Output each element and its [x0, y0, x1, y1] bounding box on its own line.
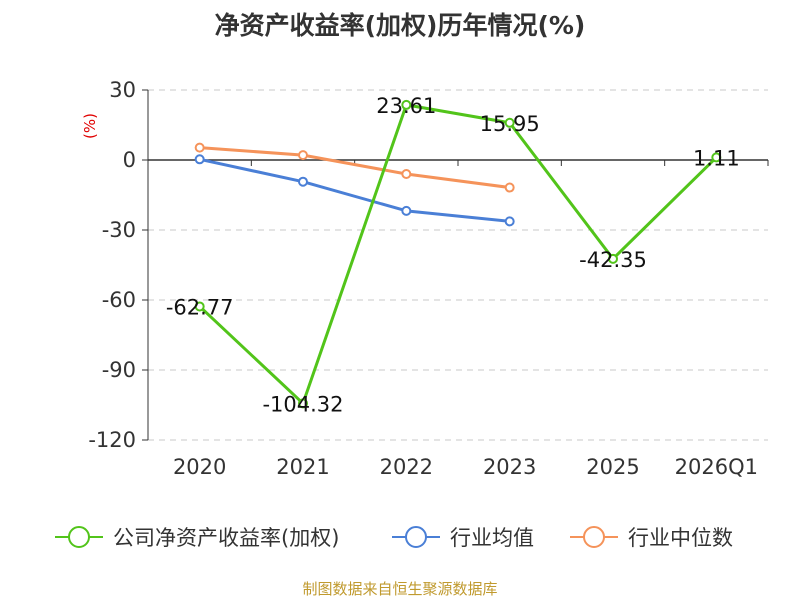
legend-label: 行业均值: [450, 526, 534, 550]
axes: 30 0 -30 -60 -90 -120 2020 2021 2022 2023 2025 2026…: [88, 78, 769, 479]
data-labels: -62.77 -104.32 23.61 15.95 -42.35 1.11: [166, 94, 740, 417]
data-label: 1.11: [693, 146, 740, 170]
legend-label: 行业中位数: [628, 526, 733, 550]
x-tick-label: 2023: [483, 455, 536, 479]
x-tick-label: 2026Q1: [675, 455, 758, 479]
legend-item-2[interactable]: 行业中位数: [570, 526, 733, 550]
legend[interactable]: 公司净资产收益率(加权) 行业均值 行业中位数: [55, 526, 733, 550]
series-point-0: [711, 152, 722, 163]
y-tick-label: 30: [109, 78, 136, 102]
data-label: -42.35: [579, 248, 647, 272]
legend-label: 公司净资产收益率(加权): [113, 526, 339, 550]
x-tick-label: 2025: [586, 455, 639, 479]
data-label: 15.95: [480, 112, 540, 136]
series-point-2: [401, 169, 412, 179]
legend-marker: [68, 526, 90, 548]
data-label: -104.32: [262, 392, 343, 416]
series-line-1: [199, 157, 510, 223]
y-tick-label: -90: [102, 358, 136, 382]
series-point-2: [298, 150, 308, 161]
y-axis-unit-label: (%): [81, 113, 99, 139]
legend-marker: [583, 526, 605, 548]
x-tick-label: 2020: [173, 455, 226, 479]
x-tick-label: 2021: [276, 455, 329, 479]
series-line-2: [199, 146, 510, 190]
series-point-0: [608, 253, 618, 264]
data-label: 23.61: [376, 94, 436, 118]
data-label: -62.77: [166, 295, 234, 319]
legend-item-1[interactable]: 行业均值: [392, 526, 534, 550]
y-tick-label: -60: [102, 288, 136, 312]
series-point-1: [298, 176, 308, 187]
series-group: [194, 99, 722, 409]
series-line-0: [198, 103, 718, 405]
data-source-note: 制图数据来自恒生聚源数据库: [302, 580, 497, 598]
series-point-1: [401, 205, 412, 216]
y-tick-label: -120: [88, 428, 136, 452]
y-tick-label: 0: [123, 148, 136, 172]
series-point-0: [504, 117, 515, 128]
series-point-1: [504, 216, 515, 227]
legend-item-0[interactable]: 公司净资产收益率(加权): [55, 526, 339, 550]
series-point-0: [401, 99, 412, 110]
chart-title: 净资产收益率(加权)历年情况(%): [215, 11, 586, 40]
series-point-0: [194, 301, 205, 312]
series-point-2: [194, 142, 205, 153]
series-point-2: [504, 182, 515, 193]
y-tick-label: -30: [102, 218, 136, 242]
series-point-1: [194, 154, 205, 165]
grid-lines: [148, 89, 768, 441]
x-tick-label: 2022: [380, 455, 433, 479]
legend-marker: [405, 526, 427, 548]
series-point-0: [298, 398, 308, 409]
